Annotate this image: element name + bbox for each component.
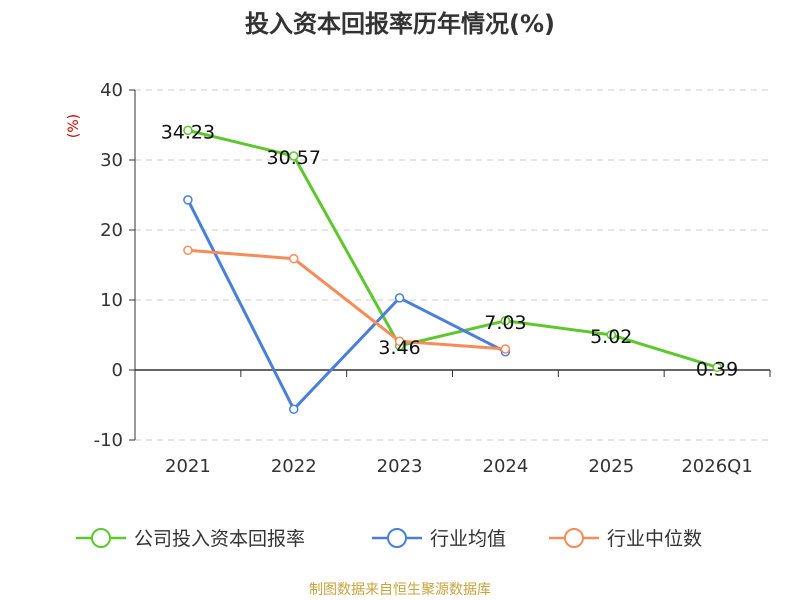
data-label: 7.03: [484, 312, 526, 334]
data-label: 30.57: [267, 147, 321, 169]
legend-marker-2: [387, 528, 407, 548]
y-tick-label: 20: [100, 220, 123, 241]
data-point[interactable]: [500, 316, 511, 326]
legend-item-1[interactable]: 公司投入资本回报率: [134, 528, 305, 550]
data-point[interactable]: [394, 293, 405, 303]
data-labels: 34.23 30.57 3.46 7.03 5.02 0.39: [161, 121, 739, 380]
legend-item-3[interactable]: 行业中位数: [607, 528, 702, 550]
legend[interactable]: 公司投入资本回报率 行业均值 行业中位数: [76, 528, 702, 550]
y-tick-label: 30: [100, 150, 123, 171]
data-point[interactable]: [394, 336, 405, 347]
data-label: 34.23: [161, 121, 215, 143]
data-point[interactable]: [289, 151, 299, 161]
data-point[interactable]: [712, 362, 722, 373]
data-point[interactable]: [183, 195, 193, 205]
data-point[interactable]: [289, 253, 299, 264]
series-line-3: [187, 248, 506, 351]
data-label: 3.46: [378, 337, 420, 359]
x-tick-label: 2026Q1: [681, 456, 752, 477]
data-point[interactable]: [500, 344, 511, 354]
grid-lines: [135, 89, 770, 441]
y-tick-label: 40: [100, 80, 123, 101]
x-tick-label: 2024: [483, 456, 529, 477]
data-label: 0.39: [696, 358, 738, 380]
data-point[interactable]: [183, 125, 193, 136]
x-tick-label: 2021: [165, 456, 211, 477]
y-tick-label: 10: [100, 290, 123, 311]
y-axis-label: (%): [66, 114, 82, 138]
y-tick-label: -10: [94, 430, 123, 451]
data-point[interactable]: [289, 404, 299, 414]
x-tick-label: 2025: [588, 456, 634, 477]
series-line-2: [186, 199, 507, 411]
x-tick-label: 2022: [271, 456, 317, 477]
source-note: 制图数据来自恒生聚源数据库: [309, 582, 491, 598]
y-tick-label: 0: [112, 360, 123, 381]
series-line-1: [187, 128, 718, 369]
x-tick-label: 2023: [377, 456, 423, 477]
chart-title: 投入资本回报率历年情况(%): [245, 10, 555, 38]
legend-marker-3: [564, 528, 584, 548]
series-lines: [183, 125, 722, 414]
data-point[interactable]: [606, 330, 616, 340]
data-label: 5.02: [590, 326, 632, 348]
legend-item-2[interactable]: 行业均值: [430, 528, 506, 550]
data-point[interactable]: [183, 245, 193, 256]
legend-marker-1: [91, 528, 111, 548]
axes: -10 0 10 20 30 40 2021 2022 2023 2024 2025 2026Q1: [94, 80, 771, 477]
